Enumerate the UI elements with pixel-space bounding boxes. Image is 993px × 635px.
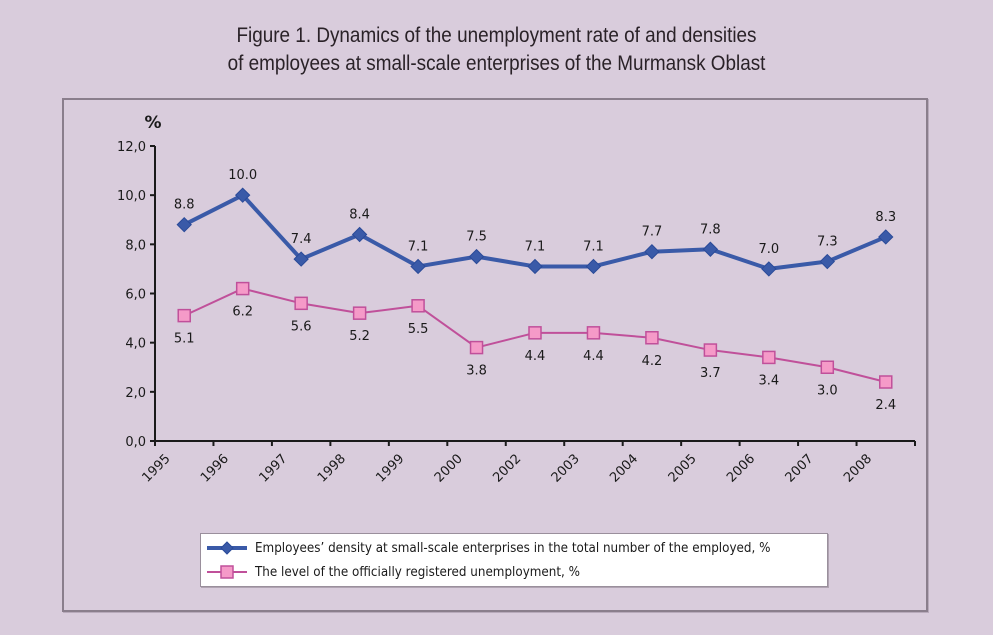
x-tick-label: 2004 [607, 452, 641, 486]
square-marker [294, 296, 308, 311]
legend: Employees’ density at small-scale enterp… [200, 533, 828, 587]
square-marker [177, 308, 191, 323]
data-label: 8.4 [349, 208, 370, 223]
square-marker [528, 326, 542, 340]
x-tick-label: 2005 [666, 452, 700, 486]
x-tick-label: 2003 [549, 452, 583, 486]
data-label: 8.8 [174, 198, 195, 213]
legend-item-unemployment[interactable]: The level of the officially registered u… [205, 562, 608, 582]
legend-label: Employees’ density at small-scale enterp… [255, 540, 771, 556]
square-marker [820, 360, 835, 374]
square-marker [235, 281, 250, 296]
x-tick-label: 1998 [315, 452, 349, 486]
square-marker-icon [207, 565, 247, 579]
square-marker [879, 375, 893, 389]
data-label: 7.4 [291, 232, 312, 247]
diamond-marker [527, 258, 543, 275]
x-tick-label: 2002 [490, 452, 524, 486]
y-tick-label: 0,0 [125, 435, 146, 450]
y-tick-label: 10,0 [117, 189, 146, 204]
data-label: 7.8 [700, 222, 721, 237]
data-label: 7.3 [817, 235, 838, 250]
y-tick-label: 2,0 [125, 386, 146, 401]
diamond-marker [585, 258, 602, 275]
data-label: 5.5 [408, 322, 429, 337]
square-marker [762, 350, 776, 365]
diamond-marker [293, 251, 309, 267]
data-label: 8.3 [875, 210, 896, 225]
diamond-marker [702, 241, 719, 257]
legend-label: The level of the officially registered u… [255, 564, 581, 580]
data-label: 7.1 [583, 239, 604, 254]
data-label: 3.8 [466, 364, 487, 379]
square-marker [645, 331, 659, 345]
data-label: 5.1 [174, 332, 195, 347]
data-label: 5.6 [291, 319, 312, 334]
diamond-marker-icon [207, 541, 247, 555]
x-tick-label: 2000 [432, 452, 466, 486]
x-tick-label: 2008 [841, 452, 875, 486]
data-label: 2.4 [875, 398, 896, 413]
diamond-marker [351, 226, 368, 243]
square-marker [703, 343, 718, 357]
data-label: 7.0 [759, 242, 780, 257]
data-label: 7.1 [408, 239, 429, 254]
data-labels-group: 8.8 10.0 7.4 8.4 7.1 7.5 7.1 7.1 7.7 7.8 7.0 7.3 8.3… [174, 168, 896, 413]
chart-title-line-2: of employees at small-scale enterprises … [227, 52, 766, 75]
diamond-marker [468, 248, 485, 265]
legend-item-employees-density[interactable]: Employees’ density at small-scale enterp… [205, 538, 815, 558]
chart-title: Figure 1. Dynamics of the unemployment r… [50, 22, 944, 78]
y-tick-label: 6,0 [125, 288, 146, 303]
square-marker [411, 299, 425, 313]
data-label: 7.5 [466, 230, 487, 245]
x-tick-label: 1995 [140, 452, 174, 486]
square-marker [352, 306, 367, 320]
data-label: 3.4 [759, 373, 780, 388]
diamond-marker [761, 261, 777, 277]
y-axis-unit-label: % [144, 113, 161, 133]
x-tick-label: 2007 [783, 452, 817, 486]
diamond-marker [176, 216, 192, 233]
y-tick-label: 8,0 [125, 238, 146, 253]
x-tick-label: 1996 [198, 452, 232, 486]
chart-title-line-1: Figure 1. Dynamics of the unemployment r… [236, 24, 757, 47]
square-marker [469, 340, 484, 355]
chart-frame [62, 98, 928, 612]
series-line-0 [183, 193, 887, 271]
square-marker [586, 326, 601, 340]
x-tick-label: 1999 [373, 452, 407, 486]
data-label: 6.2 [232, 305, 253, 320]
data-label: 5.2 [349, 329, 370, 344]
diamond-marker [234, 187, 251, 203]
diamond-marker [878, 229, 894, 245]
data-label: 7.7 [642, 225, 663, 240]
x-tick-label: 1997 [256, 452, 290, 486]
diamond-marker [410, 258, 426, 275]
data-label: 4.4 [525, 349, 546, 364]
data-label: 3.0 [817, 383, 838, 398]
data-label: 4.2 [642, 354, 663, 369]
y-tick-label: 4,0 [125, 337, 146, 352]
data-label: 3.7 [700, 366, 721, 381]
diamond-marker [819, 253, 836, 270]
data-label: 7.1 [525, 239, 546, 254]
data-label: 10.0 [228, 168, 257, 183]
diamond-marker [644, 244, 660, 260]
series-group [176, 187, 894, 389]
x-tick-label: 2006 [724, 452, 758, 486]
data-label: 4.4 [583, 349, 604, 364]
y-tick-label: 12,0 [117, 140, 146, 155]
